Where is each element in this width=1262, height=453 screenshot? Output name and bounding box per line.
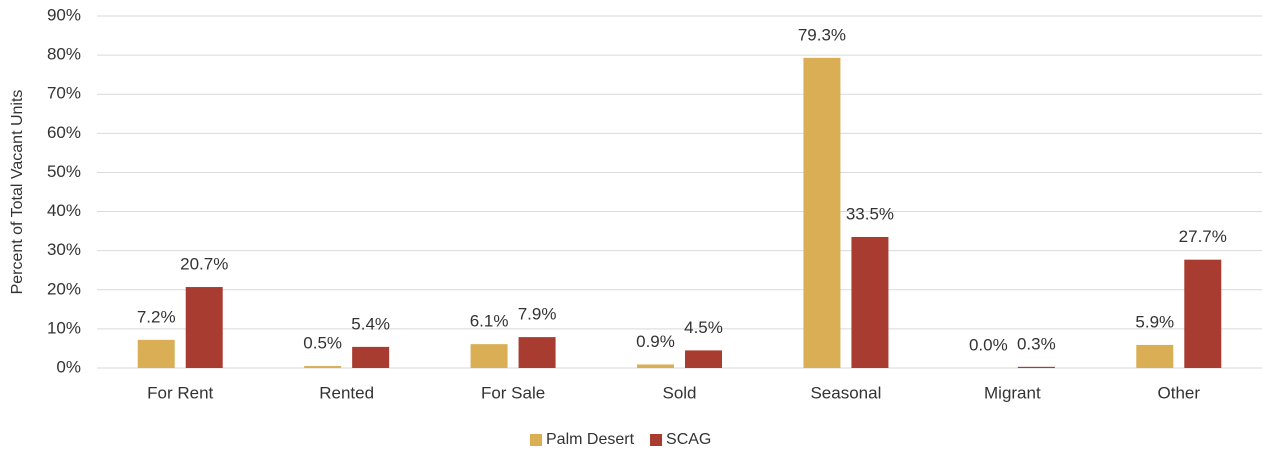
value-label: 33.5% <box>846 204 894 223</box>
x-tick-label: Other <box>1158 383 1201 402</box>
value-label: 0.0% <box>969 335 1008 354</box>
y-tick-label: 90% <box>47 5 81 24</box>
bar <box>637 364 674 368</box>
bar <box>1184 259 1222 368</box>
y-tick-label: 80% <box>47 45 81 64</box>
x-tick-label: For Sale <box>481 383 545 402</box>
value-label: 0.3% <box>1017 334 1056 353</box>
y-tick-label: 0% <box>56 357 81 376</box>
value-label: 27.7% <box>1179 227 1227 246</box>
value-label: 5.9% <box>1135 312 1174 331</box>
y-axis-title: Percent of Total Vacant Units <box>9 90 26 295</box>
value-label: 20.7% <box>180 255 228 274</box>
y-tick-label: 60% <box>47 123 81 142</box>
bar <box>470 344 508 368</box>
value-label: 0.9% <box>636 332 675 351</box>
y-tick-label: 50% <box>47 162 81 181</box>
legend-swatch <box>530 434 542 446</box>
x-tick-label: Rented <box>319 383 374 402</box>
legend-label: Palm Desert <box>546 431 635 448</box>
bar <box>304 366 342 368</box>
x-tick-label: For Rent <box>147 383 213 402</box>
y-tick-label: 20% <box>47 279 81 298</box>
value-label: 7.2% <box>137 307 176 326</box>
legend-label: SCAG <box>666 431 711 448</box>
bar <box>803 57 841 369</box>
bar <box>137 339 175 368</box>
bar <box>851 236 889 368</box>
value-label: 0.5% <box>303 334 342 353</box>
value-label: 79.3% <box>798 25 846 44</box>
value-label: 4.5% <box>684 318 723 337</box>
y-tick-label: 10% <box>47 318 81 337</box>
y-tick-label: 30% <box>47 240 81 259</box>
x-tick-label: Migrant <box>984 383 1041 402</box>
y-tick-label: 70% <box>47 84 81 103</box>
bar <box>1017 366 1055 368</box>
bar <box>185 287 223 368</box>
bar <box>518 337 556 368</box>
value-label: 6.1% <box>470 312 509 331</box>
x-tick-label: Sold <box>662 383 696 402</box>
y-tick-label: 40% <box>47 201 81 220</box>
bar <box>685 350 722 368</box>
bar <box>1136 344 1174 368</box>
bar <box>352 346 390 368</box>
value-label: 5.4% <box>351 314 390 333</box>
x-tick-label: Seasonal <box>810 383 881 402</box>
value-label: 7.9% <box>518 305 557 324</box>
legend-swatch <box>650 434 663 446</box>
